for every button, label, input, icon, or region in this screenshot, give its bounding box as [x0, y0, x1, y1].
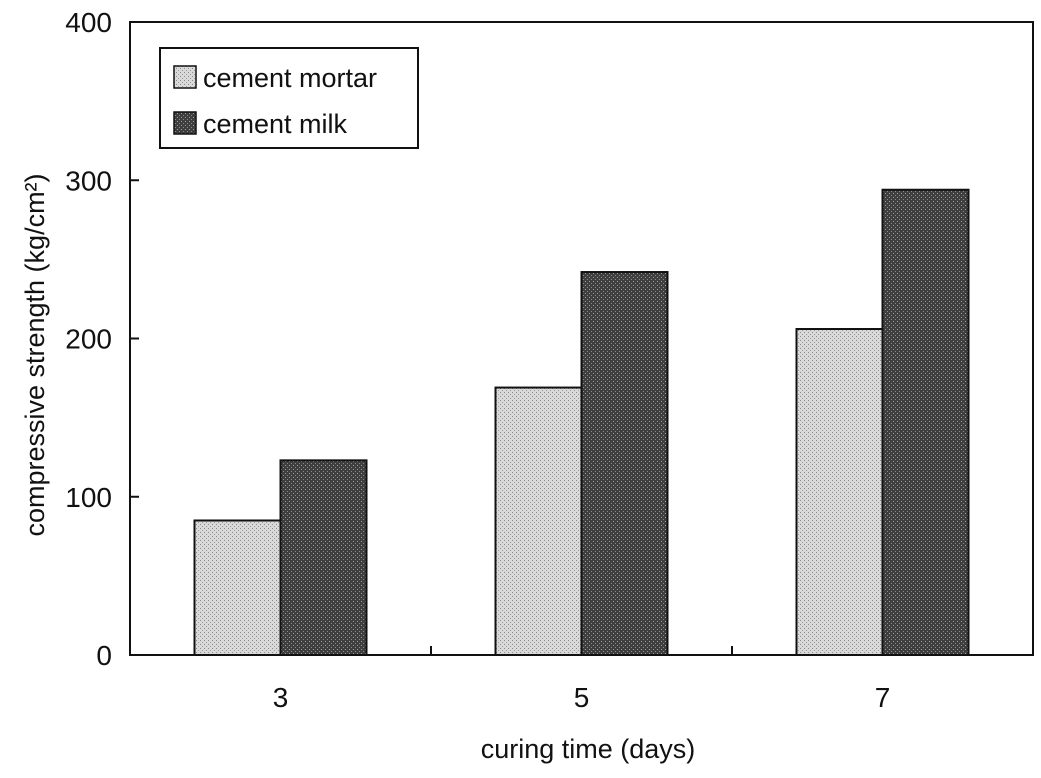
y-tick-label: 0 — [96, 640, 112, 671]
legend-label-cement-milk: cement milk — [203, 109, 348, 139]
legend: cement mortar cement milk — [159, 47, 419, 149]
legend-swatch-cement-mortar — [173, 65, 197, 89]
x-tick-label: 7 — [875, 682, 891, 713]
bar-cement-mortar-5 — [494, 386, 583, 656]
legend-box — [159, 47, 419, 149]
y-axis: 0 100 200 300 400 — [65, 7, 139, 671]
y-tick-label: 300 — [65, 165, 112, 196]
bar-cement-milk-3 — [279, 459, 368, 657]
y-tick-label: 200 — [65, 324, 112, 355]
x-axis-title: curing time (days) — [481, 734, 696, 764]
bar-cement-mortar-3 — [193, 519, 282, 656]
x-tick-label: 3 — [273, 682, 289, 713]
legend-label-cement-mortar: cement mortar — [203, 63, 377, 93]
legend-swatch-cement-milk — [173, 111, 197, 135]
x-axis: 3 5 7 — [273, 646, 891, 713]
bar-cement-milk-5 — [580, 271, 669, 656]
y-tick-label: 400 — [65, 7, 112, 38]
bars — [193, 188, 970, 657]
bar-cement-milk-7 — [881, 188, 970, 656]
y-axis-title: compressive strength (kg/cm²) — [20, 173, 50, 536]
bar-cement-mortar-7 — [795, 328, 884, 656]
y-tick-label: 100 — [65, 482, 112, 513]
x-tick-label: 5 — [574, 682, 590, 713]
